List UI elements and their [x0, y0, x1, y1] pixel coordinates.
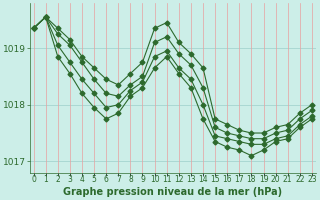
- X-axis label: Graphe pression niveau de la mer (hPa): Graphe pression niveau de la mer (hPa): [63, 187, 282, 197]
